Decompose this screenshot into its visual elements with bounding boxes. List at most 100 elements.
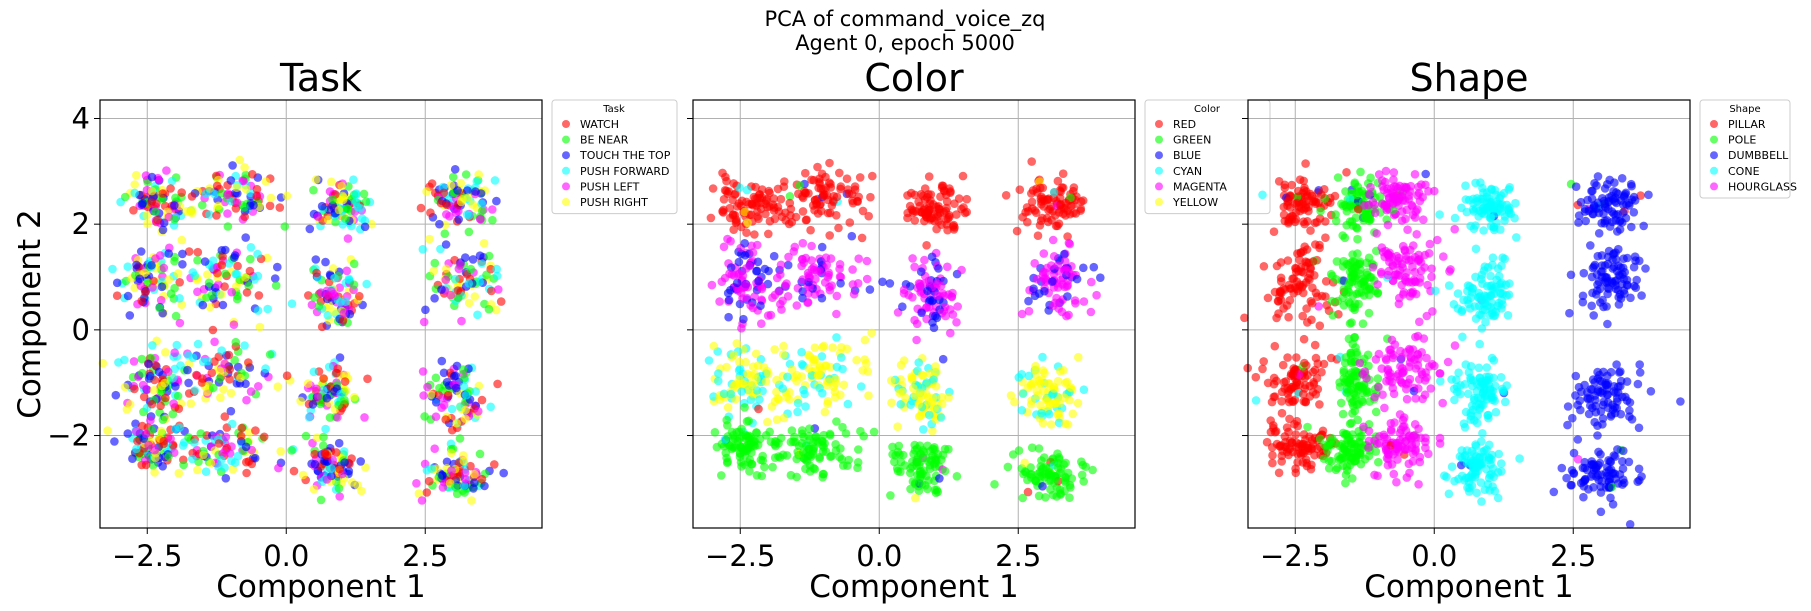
data-point <box>910 262 919 272</box>
data-point <box>1372 439 1382 449</box>
data-point <box>928 318 937 327</box>
data-point <box>1427 272 1436 282</box>
data-point <box>310 449 320 459</box>
data-point <box>426 208 435 217</box>
data-point <box>1046 420 1056 429</box>
data-point <box>760 462 769 472</box>
data-point <box>817 352 827 361</box>
data-point <box>1064 310 1073 320</box>
data-point <box>1315 321 1325 331</box>
data-point <box>492 196 501 206</box>
x-tick-label: 0.0 <box>856 539 902 573</box>
data-point <box>492 271 502 281</box>
data-point <box>1029 284 1038 294</box>
legend-label: WATCH <box>580 118 619 131</box>
data-point <box>1274 468 1284 478</box>
data-point <box>897 387 907 397</box>
data-point <box>303 379 313 388</box>
data-point <box>417 496 427 505</box>
data-point <box>488 215 497 225</box>
data-point <box>797 347 806 357</box>
data-point <box>770 345 779 354</box>
legend-marker <box>562 120 570 128</box>
data-point <box>144 359 153 369</box>
data-point <box>922 378 931 387</box>
data-point <box>1573 400 1582 410</box>
data-point <box>899 356 909 365</box>
data-point <box>175 318 185 328</box>
data-point <box>1240 313 1249 323</box>
data-point <box>225 449 235 458</box>
data-point <box>806 225 815 235</box>
data-point <box>1411 447 1420 456</box>
data-point <box>1421 433 1430 443</box>
data-point <box>446 290 456 300</box>
data-point <box>1462 207 1472 217</box>
data-point <box>858 206 868 216</box>
data-point <box>740 403 749 412</box>
data-point <box>1053 458 1063 468</box>
data-point <box>1338 293 1347 303</box>
data-point <box>1331 210 1340 219</box>
data-point <box>150 468 159 477</box>
data-point <box>414 489 424 498</box>
data-point <box>280 222 290 231</box>
data-point <box>1024 371 1034 381</box>
data-point <box>952 210 961 219</box>
data-point <box>1350 366 1360 375</box>
data-point <box>1573 454 1583 464</box>
data-point <box>1373 374 1383 383</box>
data-point <box>1272 261 1282 271</box>
data-point <box>1634 423 1644 433</box>
data-point <box>940 466 950 476</box>
data-point <box>147 186 157 196</box>
data-point <box>1017 309 1027 319</box>
data-point <box>1433 235 1442 245</box>
data-point <box>207 290 217 300</box>
data-point <box>785 198 795 208</box>
data-point <box>831 393 840 402</box>
data-point <box>329 307 339 316</box>
data-point <box>1268 458 1277 468</box>
data-point <box>764 229 773 239</box>
data-point <box>201 189 211 199</box>
data-point <box>1348 250 1357 259</box>
data-point <box>496 297 506 306</box>
data-point <box>740 239 749 248</box>
data-point <box>335 464 344 474</box>
data-point <box>1259 262 1269 271</box>
data-point <box>184 378 193 388</box>
data-point <box>129 357 139 366</box>
data-point <box>746 301 755 310</box>
data-point <box>723 432 733 441</box>
data-point <box>244 281 253 291</box>
data-point <box>1283 353 1292 362</box>
data-point <box>1355 187 1364 197</box>
data-point <box>737 432 747 441</box>
data-point <box>244 358 253 367</box>
data-point <box>946 188 955 197</box>
data-point <box>1345 201 1355 210</box>
data-point <box>837 353 846 362</box>
data-point <box>310 460 320 469</box>
data-point <box>1496 191 1506 200</box>
data-point <box>739 314 748 324</box>
data-point <box>456 197 466 207</box>
data-point <box>1402 384 1411 394</box>
data-point <box>259 432 269 442</box>
data-point <box>823 399 832 409</box>
data-point <box>791 212 801 222</box>
data-point <box>1569 468 1578 478</box>
legend-frame <box>1699 99 1791 199</box>
data-point <box>727 444 737 454</box>
data-point <box>815 179 824 188</box>
data-point <box>1411 439 1421 449</box>
data-point <box>1411 394 1420 403</box>
data-point <box>190 438 199 447</box>
data-point <box>1634 464 1644 474</box>
data-point <box>132 170 141 180</box>
data-point <box>825 158 834 168</box>
data-point <box>1411 277 1420 287</box>
data-point <box>357 214 367 223</box>
